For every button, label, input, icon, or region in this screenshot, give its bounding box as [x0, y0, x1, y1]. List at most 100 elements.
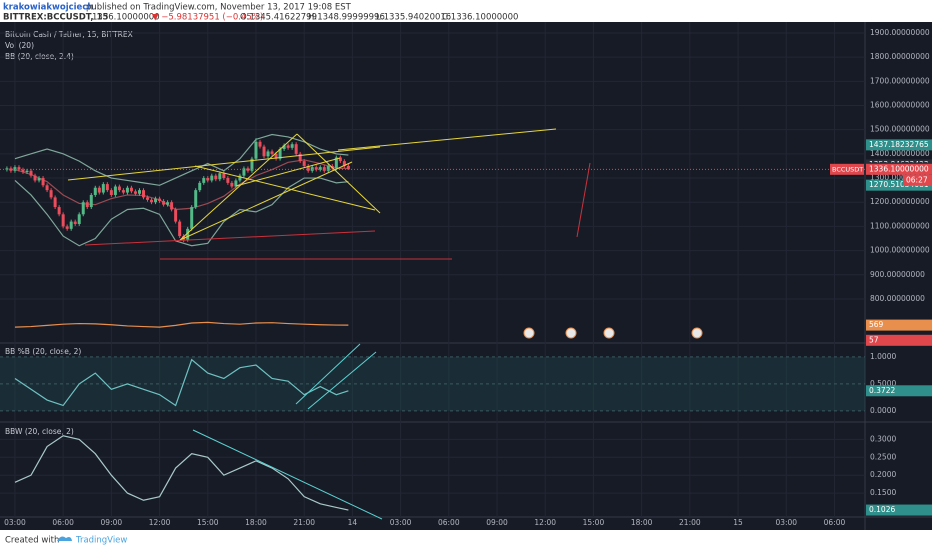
candle-body: [194, 190, 198, 208]
candle-body: [141, 190, 145, 198]
candle-body: [306, 165, 310, 171]
event-icon[interactable]: [523, 327, 535, 339]
pane-legend: BBW (20, close, 2): [5, 427, 74, 436]
trend-line: [576, 162, 591, 238]
trend-line: [84, 230, 376, 246]
price-label-bg: [866, 504, 932, 516]
candle-body: [29, 170, 33, 176]
candle-body: [81, 202, 85, 215]
high: H:1348.99999996: [308, 13, 385, 23]
y-tick-label: 0.2000: [870, 470, 896, 479]
low: L:1335.94020016: [376, 13, 451, 23]
candle-body: [162, 201, 166, 205]
candle-body: [57, 207, 61, 215]
last-price: 1336.10000000: [92, 13, 160, 23]
candle-body: [222, 173, 226, 179]
y-tick-label: 1500.00000000: [870, 125, 930, 134]
header-bg: [0, 0, 932, 22]
countdown: 06:27: [906, 175, 928, 184]
trend-line: [179, 133, 298, 241]
price-label: 569: [869, 320, 884, 329]
trend-line: [296, 133, 381, 214]
candle-body: [170, 202, 174, 210]
candle-body: [85, 202, 89, 208]
change: ▼ −5.98137951 (−0.45%): [152, 13, 263, 23]
x-tick-label: 09:00: [101, 518, 123, 527]
candle-body: [73, 221, 77, 224]
event-icon[interactable]: [691, 327, 703, 339]
candle-body: [290, 144, 294, 148]
candle-body: [314, 167, 318, 170]
candle-body: [278, 149, 282, 159]
line-series: [14, 159, 349, 211]
x-tick-label: 03:00: [4, 518, 26, 527]
symbol-tag-bg: [830, 163, 864, 175]
price-label-bg: [866, 163, 932, 175]
y-tick-label: 800.00000000: [870, 294, 925, 303]
y-tick-label: 1300.00000000: [870, 173, 930, 182]
x-tick-label: 06:00: [52, 518, 74, 527]
candle-body: [41, 178, 45, 186]
symbol: BITTREX:BCCUSDT, 15: [3, 13, 108, 23]
trend-line: [307, 351, 377, 410]
candle-body: [93, 187, 97, 195]
event-icon[interactable]: [565, 327, 577, 339]
candle-body: [158, 198, 162, 202]
x-tick-label: 15:00: [583, 518, 605, 527]
price-label-bg: [866, 334, 932, 346]
candle-body: [89, 194, 93, 208]
line-series: [14, 133, 349, 186]
candle-body: [238, 175, 242, 181]
x-tick-label: 15:00: [197, 518, 219, 527]
x-tick-label: 18:00: [631, 518, 653, 527]
candle-body: [218, 173, 222, 180]
candle-body: [65, 226, 69, 229]
line-series: [14, 321, 349, 328]
candle-body: [109, 190, 113, 195]
candle-body: [326, 165, 330, 171]
main-legend: Bitcoin Cash / Tether, 15, BITTREX: [5, 30, 133, 39]
candle-body: [190, 207, 194, 229]
candle-body: [17, 167, 21, 170]
candle-body: [338, 157, 342, 162]
candle-body: [97, 187, 101, 193]
y-tick-label: 0.0000: [870, 406, 896, 415]
price-label: 0.3722: [869, 386, 895, 395]
candle-body: [282, 145, 286, 150]
candle-body: [274, 153, 278, 159]
candle-body: [117, 186, 121, 191]
candle-body: [129, 187, 133, 192]
author[interactable]: krakowiakwojciech: [3, 3, 93, 13]
candle-body: [270, 151, 274, 154]
close: C:1336.10000000: [442, 13, 518, 23]
candle-body: [45, 185, 49, 191]
trend-line: [295, 343, 361, 405]
candle-body: [206, 178, 210, 181]
x-tick-label: 06:00: [824, 518, 846, 527]
y-tick-label: 1000.00000000: [870, 246, 930, 255]
candle-body: [198, 182, 202, 191]
brand[interactable]: TradingView: [75, 536, 127, 546]
candle-body: [137, 190, 141, 194]
x-tick-label: 03:00: [775, 518, 797, 527]
trend-line: [192, 429, 383, 520]
candle-body: [133, 191, 137, 194]
candle-body: [69, 221, 73, 229]
price-label: 57: [869, 335, 879, 344]
candle-body: [125, 187, 129, 193]
y-tick-label: 1100.00000000: [870, 221, 930, 230]
candle-body: [210, 175, 214, 181]
price-label-bg: [866, 319, 932, 331]
candle-body: [246, 168, 250, 171]
price-label: 1336.10000000: [869, 164, 929, 173]
candle-body: [178, 221, 182, 237]
candle-body: [121, 190, 125, 193]
event-icon[interactable]: [603, 327, 615, 339]
candle-body: [254, 141, 258, 159]
candle-body: [250, 158, 254, 171]
candle-body: [154, 198, 158, 203]
candle-body: [113, 186, 117, 195]
candle-body: [262, 146, 266, 157]
candle-body: [226, 178, 230, 183]
y-tick-label: 0.1500: [870, 488, 896, 497]
